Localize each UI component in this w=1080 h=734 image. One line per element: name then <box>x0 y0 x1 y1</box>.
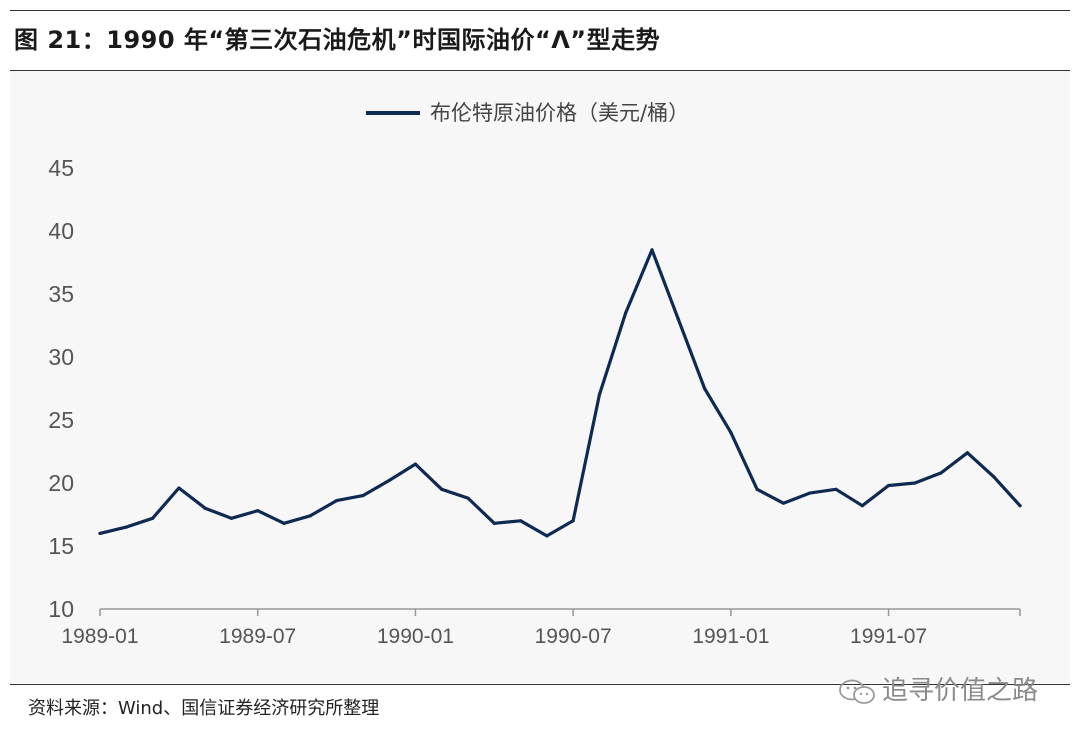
data-point <box>860 504 864 508</box>
data-point <box>913 481 917 485</box>
y-tick-label: 10 <box>48 596 74 622</box>
data-point <box>150 516 155 520</box>
y-tick-label: 15 <box>48 533 74 559</box>
data-point <box>177 486 181 490</box>
data-point <box>229 516 234 520</box>
x-axis: 1989-01 1989-07 1990-01 1990-07 1991-01 1991-… <box>61 608 1021 648</box>
x-tick-label: 1990-01 <box>377 625 454 648</box>
legend: 布伦特原油价格（美元/桶） <box>366 101 689 125</box>
y-tick-label: 20 <box>48 470 74 496</box>
legend-label: 布伦特原油价格（美元/桶） <box>430 101 689 125</box>
x-tick-label: 1990-07 <box>535 625 612 648</box>
x-tick-label: 1989-01 <box>61 625 138 648</box>
data-point <box>124 525 128 529</box>
series-line <box>98 248 1022 538</box>
data-point <box>334 499 339 503</box>
data-point <box>492 521 496 525</box>
data-point <box>308 514 312 518</box>
bottom-rule <box>10 684 1070 685</box>
data-point <box>545 534 549 538</box>
data-point <box>939 471 943 475</box>
data-point <box>466 496 470 500</box>
data-point <box>965 451 970 455</box>
x-tick-label: 1991-01 <box>692 625 769 648</box>
x-tick-label: 1989-07 <box>219 625 296 648</box>
top-rule <box>10 10 1070 11</box>
y-tick-label: 35 <box>48 281 74 307</box>
data-point <box>808 491 812 495</box>
x-tick-label: 1991-07 <box>850 625 927 648</box>
data-point <box>886 483 891 488</box>
data-point <box>650 248 654 252</box>
data-point <box>624 311 628 315</box>
title-rule <box>10 70 1070 71</box>
data-point <box>282 521 286 525</box>
data-point <box>992 475 996 479</box>
data-point <box>440 487 444 491</box>
watermark-text: 追寻价值之路 <box>882 676 1039 706</box>
data-point <box>676 317 680 321</box>
y-tick-label: 25 <box>48 407 74 433</box>
y-axis: 45 40 35 30 25 20 15 10 <box>48 155 74 622</box>
data-point <box>518 519 523 523</box>
y-tick-label: 40 <box>48 218 74 244</box>
data-point <box>702 386 707 391</box>
data-point <box>361 494 365 498</box>
data-point <box>413 462 418 466</box>
data-point <box>256 509 260 513</box>
chart-area: 布伦特原油价格（美元/桶） 45 40 35 30 25 20 15 10 1989-01 19… <box>10 71 1070 683</box>
data-point <box>781 501 786 505</box>
data-point <box>571 519 575 523</box>
data-point <box>98 531 102 535</box>
source-note: 资料来源：Wind、国信证券经济研究所整理 <box>28 698 380 719</box>
data-point <box>387 478 391 483</box>
data-point <box>1018 504 1022 508</box>
figure-title: 图 21：1990 年“第三次石油危机”时国际油价“Λ”型走势 <box>14 26 661 54</box>
y-tick-label: 45 <box>48 155 74 181</box>
wechat-icon <box>839 679 875 704</box>
data-point <box>597 393 602 397</box>
y-tick-label: 30 <box>48 344 74 370</box>
watermark: 追寻价值之路 <box>838 670 1038 707</box>
plot-area <box>98 248 1022 538</box>
data-point <box>203 506 207 510</box>
data-point <box>729 431 733 435</box>
data-point <box>755 487 759 491</box>
data-point <box>834 487 838 491</box>
